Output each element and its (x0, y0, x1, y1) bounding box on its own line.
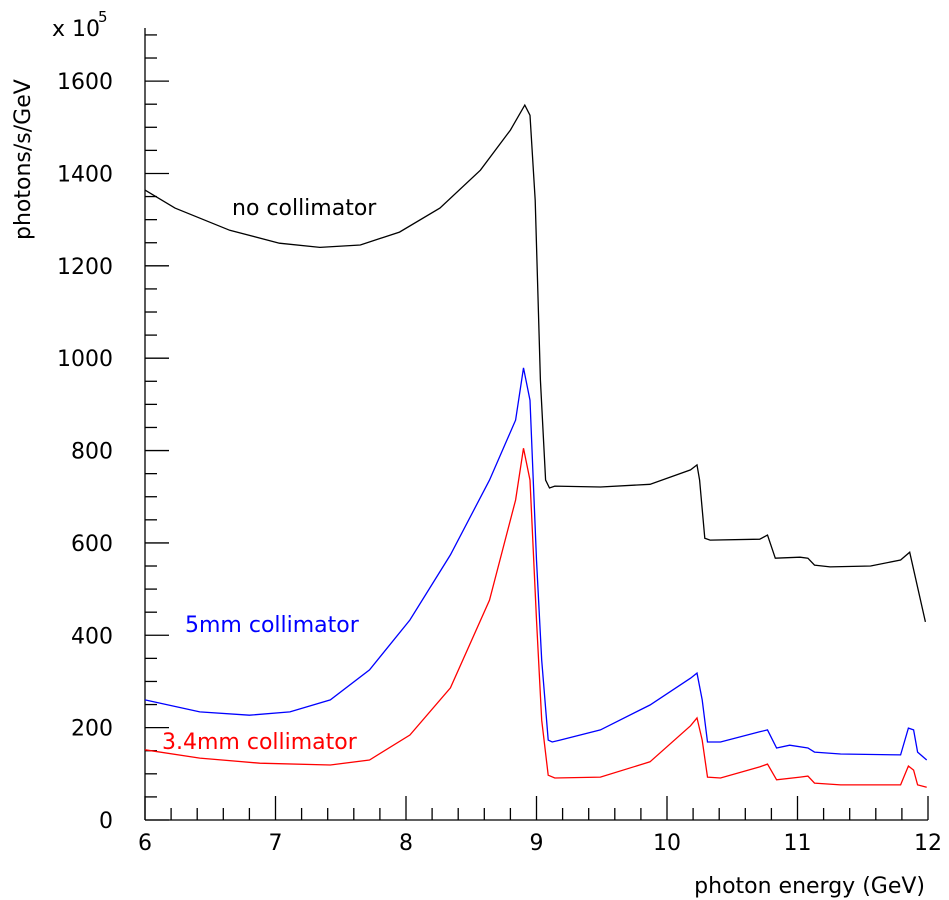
series-line (144, 367, 928, 761)
y-tick-label: 400 (71, 624, 113, 649)
x-tick-label: 8 (399, 831, 413, 856)
x-tick-label: 7 (269, 831, 283, 856)
y-tick-label: 600 (71, 532, 113, 557)
y-tick-label: 1600 (57, 70, 113, 95)
series-line (144, 103, 927, 623)
x-tick-label: 10 (653, 831, 681, 856)
series-line (144, 448, 927, 788)
series-label: 5mm collimator (185, 613, 360, 638)
y-tick-label: 1200 (57, 255, 113, 280)
x-tick-label: 12 (914, 831, 942, 856)
x-tick-label: 11 (784, 831, 812, 856)
y-scale-exponent: 5 (98, 8, 108, 26)
x-axis-label: photon energy (GeV) (694, 874, 925, 899)
y-tick-label: 1000 (57, 347, 113, 372)
series-label: no collimator (232, 196, 377, 221)
x-tick-label: 6 (138, 831, 152, 856)
series-label: 3.4mm collimator (162, 730, 358, 755)
x-tick-label: 9 (530, 831, 544, 856)
y-scale-label: x 10 (52, 17, 100, 42)
y-tick-label: 800 (71, 440, 113, 465)
y-tick-label: 1400 (57, 162, 113, 187)
y-axis-label: photons/s/GeV (11, 79, 36, 240)
y-tick-label: 200 (71, 717, 113, 742)
y-tick-label: 0 (99, 809, 113, 834)
